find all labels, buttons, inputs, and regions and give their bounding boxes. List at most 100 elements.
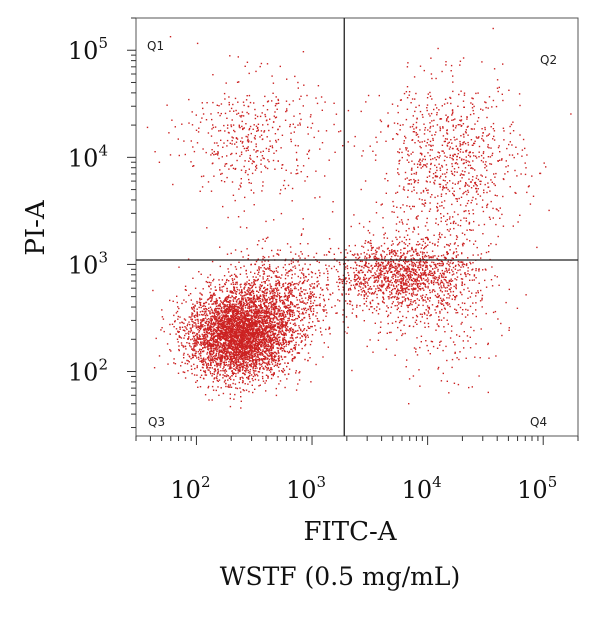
data-point bbox=[212, 381, 214, 383]
data-point bbox=[298, 344, 300, 346]
data-point bbox=[200, 369, 202, 371]
data-point bbox=[271, 352, 273, 354]
data-point bbox=[211, 353, 214, 356]
data-point bbox=[200, 344, 202, 347]
data-point bbox=[308, 327, 311, 329]
data-point bbox=[262, 291, 264, 293]
data-point bbox=[161, 316, 164, 318]
data-point bbox=[240, 321, 242, 323]
data-point bbox=[265, 350, 267, 353]
data-point bbox=[276, 298, 278, 301]
data-point bbox=[300, 251, 302, 253]
data-point bbox=[281, 274, 283, 276]
data-point bbox=[264, 304, 266, 307]
data-point bbox=[205, 333, 208, 336]
data-point bbox=[227, 332, 229, 335]
data-point bbox=[233, 335, 235, 337]
data-point bbox=[322, 294, 324, 297]
data-point bbox=[261, 290, 263, 292]
data-point bbox=[259, 332, 261, 334]
data-point bbox=[286, 329, 289, 331]
data-point bbox=[308, 313, 310, 316]
data-point bbox=[293, 312, 295, 314]
data-point bbox=[266, 353, 268, 355]
data-point bbox=[239, 363, 241, 365]
data-point bbox=[202, 361, 204, 363]
data-point bbox=[222, 331, 225, 334]
data-point bbox=[248, 332, 250, 335]
data-point bbox=[230, 283, 232, 285]
data-point bbox=[201, 350, 204, 353]
data-point bbox=[206, 346, 208, 348]
data-point bbox=[204, 329, 206, 331]
data-point bbox=[236, 306, 238, 308]
data-point bbox=[256, 373, 258, 376]
data-point bbox=[233, 289, 235, 291]
data-point bbox=[323, 298, 325, 300]
data-point bbox=[230, 364, 232, 366]
data-point bbox=[218, 283, 221, 286]
data-point bbox=[233, 297, 235, 299]
data-point bbox=[288, 350, 291, 353]
data-point bbox=[221, 324, 223, 326]
data-point bbox=[230, 308, 232, 310]
data-point bbox=[236, 332, 238, 334]
data-point bbox=[304, 307, 307, 309]
data-point bbox=[205, 336, 207, 338]
data-point bbox=[237, 338, 239, 340]
data-point bbox=[270, 341, 272, 343]
data-point bbox=[215, 377, 217, 379]
data-point bbox=[232, 292, 235, 294]
data-point bbox=[263, 286, 266, 289]
data-point bbox=[237, 321, 239, 324]
data-point bbox=[206, 299, 209, 301]
data-point bbox=[221, 306, 223, 309]
data-point bbox=[319, 327, 322, 329]
data-point bbox=[233, 357, 235, 360]
data-point bbox=[281, 370, 284, 373]
data-point bbox=[247, 258, 249, 260]
data-point bbox=[240, 334, 242, 336]
data-point bbox=[277, 355, 280, 358]
data-point bbox=[248, 355, 251, 358]
data-point bbox=[282, 317, 285, 320]
data-point bbox=[255, 370, 257, 372]
data-point bbox=[255, 331, 257, 333]
data-point bbox=[239, 370, 241, 373]
data-point bbox=[278, 363, 281, 366]
data-point bbox=[232, 337, 234, 339]
data-point bbox=[273, 356, 275, 358]
data-point bbox=[284, 298, 286, 301]
data-point bbox=[261, 340, 263, 343]
data-point bbox=[192, 277, 194, 279]
data-point bbox=[258, 304, 260, 307]
data-point bbox=[301, 330, 304, 333]
data-point bbox=[270, 339, 272, 341]
data-point bbox=[325, 315, 327, 317]
data-point bbox=[184, 345, 187, 348]
data-point bbox=[278, 322, 280, 324]
data-point bbox=[198, 330, 201, 332]
data-point bbox=[190, 365, 193, 367]
data-point bbox=[252, 351, 255, 353]
data-point bbox=[252, 300, 254, 302]
data-point bbox=[294, 267, 297, 269]
data-point bbox=[228, 343, 230, 345]
data-point bbox=[280, 296, 283, 298]
data-point bbox=[214, 369, 217, 372]
data-point bbox=[272, 300, 274, 303]
data-point bbox=[251, 333, 253, 335]
data-point bbox=[216, 299, 218, 302]
data-point bbox=[231, 310, 234, 312]
data-point bbox=[280, 286, 283, 289]
data-point bbox=[248, 313, 250, 315]
data-point bbox=[213, 325, 215, 327]
data-point bbox=[273, 295, 275, 297]
data-point bbox=[239, 328, 241, 330]
data-point bbox=[235, 362, 238, 364]
data-point bbox=[302, 282, 305, 284]
data-point bbox=[269, 354, 271, 356]
data-point bbox=[275, 313, 277, 316]
data-point bbox=[213, 292, 215, 295]
data-point bbox=[280, 323, 282, 326]
